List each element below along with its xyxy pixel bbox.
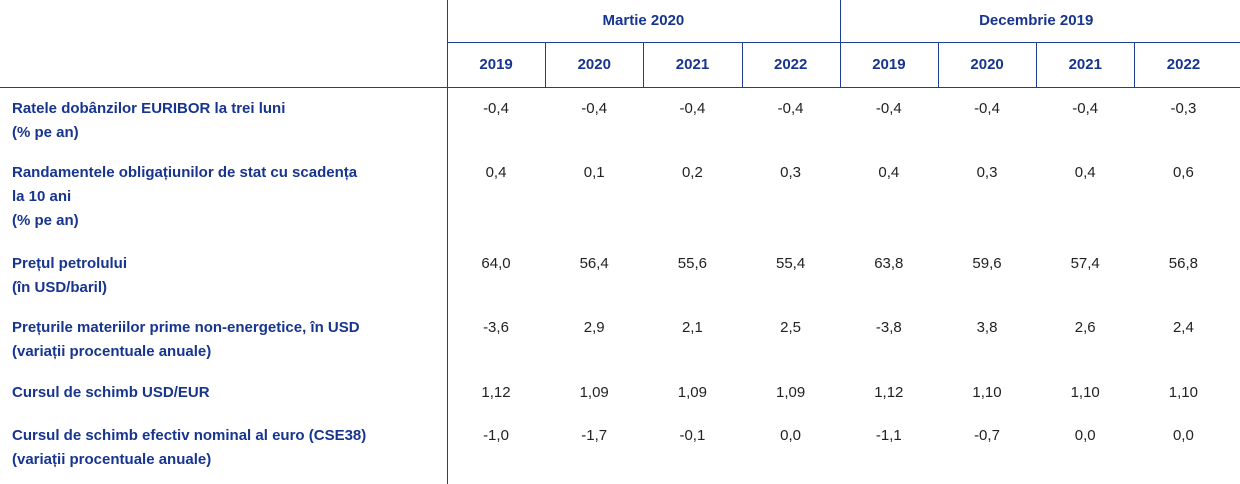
cell-value: 1,09 bbox=[775, 384, 806, 401]
row-label: Cursul de schimb USD/EUR bbox=[12, 384, 210, 401]
cell-value: 2,6 bbox=[1074, 319, 1096, 336]
cell-value: -0,7 bbox=[974, 427, 1000, 444]
divider bbox=[938, 42, 939, 87]
group-header: Martie 2020 bbox=[602, 12, 685, 29]
cell-value: 0,6 bbox=[1172, 164, 1194, 181]
cell-value: 56,4 bbox=[579, 255, 609, 272]
cell-value: 1,09 bbox=[677, 384, 707, 401]
cell-value: 56,8 bbox=[1168, 255, 1198, 272]
cell-value: 64,0 bbox=[481, 255, 511, 272]
cell-value: 2,4 bbox=[1172, 319, 1194, 336]
year-header: 2020 bbox=[577, 56, 611, 73]
row-label: Ratele dobânzilor EURIBOR la trei luni bbox=[12, 100, 286, 117]
year-header: 2022 bbox=[1166, 56, 1201, 73]
cell-value: -0,4 bbox=[974, 100, 1000, 117]
cell-value: -0,4 bbox=[483, 100, 509, 117]
cell-value: -0,4 bbox=[1072, 100, 1099, 117]
cell-value: 2,9 bbox=[583, 319, 605, 336]
cell-value: 2,1 bbox=[681, 319, 703, 336]
year-header: 2020 bbox=[970, 56, 1004, 73]
cell-value: 1,10 bbox=[1070, 384, 1100, 401]
divider bbox=[742, 42, 743, 87]
group-header: Decembrie 2019 bbox=[979, 12, 1094, 29]
row-label: (în USD/baril) bbox=[12, 279, 108, 296]
row-label: (variații procentuale anuale) bbox=[12, 343, 212, 360]
year-header: 2021 bbox=[675, 56, 710, 73]
year-header: 2019 bbox=[872, 56, 906, 73]
cell-value: -0,4 bbox=[581, 100, 608, 117]
cell-value: 1,12 bbox=[874, 384, 904, 401]
row-label: (% pe an) bbox=[12, 124, 79, 141]
row-label: la 10 ani bbox=[12, 188, 72, 205]
cell-value: -3,8 bbox=[875, 319, 902, 336]
cell-value: 0,3 bbox=[780, 164, 802, 181]
cell-value: -0,4 bbox=[875, 100, 902, 117]
year-header: 2019 bbox=[479, 56, 513, 73]
row-label: Prețul petrolului bbox=[12, 255, 128, 272]
cell-value: 1,09 bbox=[579, 384, 609, 401]
cell-value: 55,6 bbox=[677, 255, 707, 272]
row-label: (% pe an) bbox=[12, 212, 79, 229]
row-label: (variații procentuale anuale) bbox=[12, 451, 212, 468]
cell-value: 0,3 bbox=[976, 164, 998, 181]
cell-value: -1,7 bbox=[581, 427, 608, 444]
year-header: 2022 bbox=[774, 56, 808, 73]
cell-value: 1,10 bbox=[972, 384, 1002, 401]
cell-value: 0,2 bbox=[681, 164, 703, 181]
row-label: Prețurile materiilor prime non-energetic… bbox=[12, 319, 360, 336]
divider bbox=[1036, 42, 1037, 87]
cell-value: 0,4 bbox=[878, 164, 900, 181]
cell-value: 0,4 bbox=[1074, 164, 1096, 181]
divider bbox=[1134, 42, 1135, 87]
cell-value: 59,6 bbox=[972, 255, 1002, 272]
divider bbox=[545, 42, 546, 87]
cell-value: 0,0 bbox=[780, 427, 802, 444]
cell-value: -1,0 bbox=[483, 427, 509, 444]
cell-value: 0,0 bbox=[1074, 427, 1096, 444]
cell-value: 57,4 bbox=[1070, 255, 1100, 272]
cell-value: -0,1 bbox=[679, 427, 706, 444]
cell-value: -3,6 bbox=[483, 319, 509, 336]
cell-value: 55,4 bbox=[775, 255, 806, 272]
cell-value: 2,5 bbox=[780, 319, 802, 336]
cell-value: 1,10 bbox=[1168, 384, 1198, 401]
row-label: Cursul de schimb efectiv nominal al euro… bbox=[12, 427, 367, 444]
cell-value: -1,1 bbox=[875, 427, 902, 444]
cell-value: 1,12 bbox=[481, 384, 511, 401]
cell-value: 0,4 bbox=[485, 164, 507, 181]
cell-value: 63,8 bbox=[874, 255, 904, 272]
cell-value: -0,3 bbox=[1170, 100, 1197, 117]
year-header: 2021 bbox=[1068, 56, 1102, 73]
cell-value: 0,1 bbox=[583, 164, 605, 181]
divider bbox=[447, 42, 1240, 43]
divider bbox=[447, 0, 448, 484]
cell-value: 0,0 bbox=[1172, 427, 1194, 444]
cell-value: 3,8 bbox=[976, 319, 998, 336]
row-label: Randamentele obligațiunilor de stat cu s… bbox=[12, 164, 358, 181]
cell-value: -0,4 bbox=[679, 100, 706, 117]
cell-value: -0,4 bbox=[777, 100, 804, 117]
divider bbox=[0, 87, 1240, 88]
divider bbox=[840, 0, 841, 87]
divider bbox=[643, 42, 644, 87]
